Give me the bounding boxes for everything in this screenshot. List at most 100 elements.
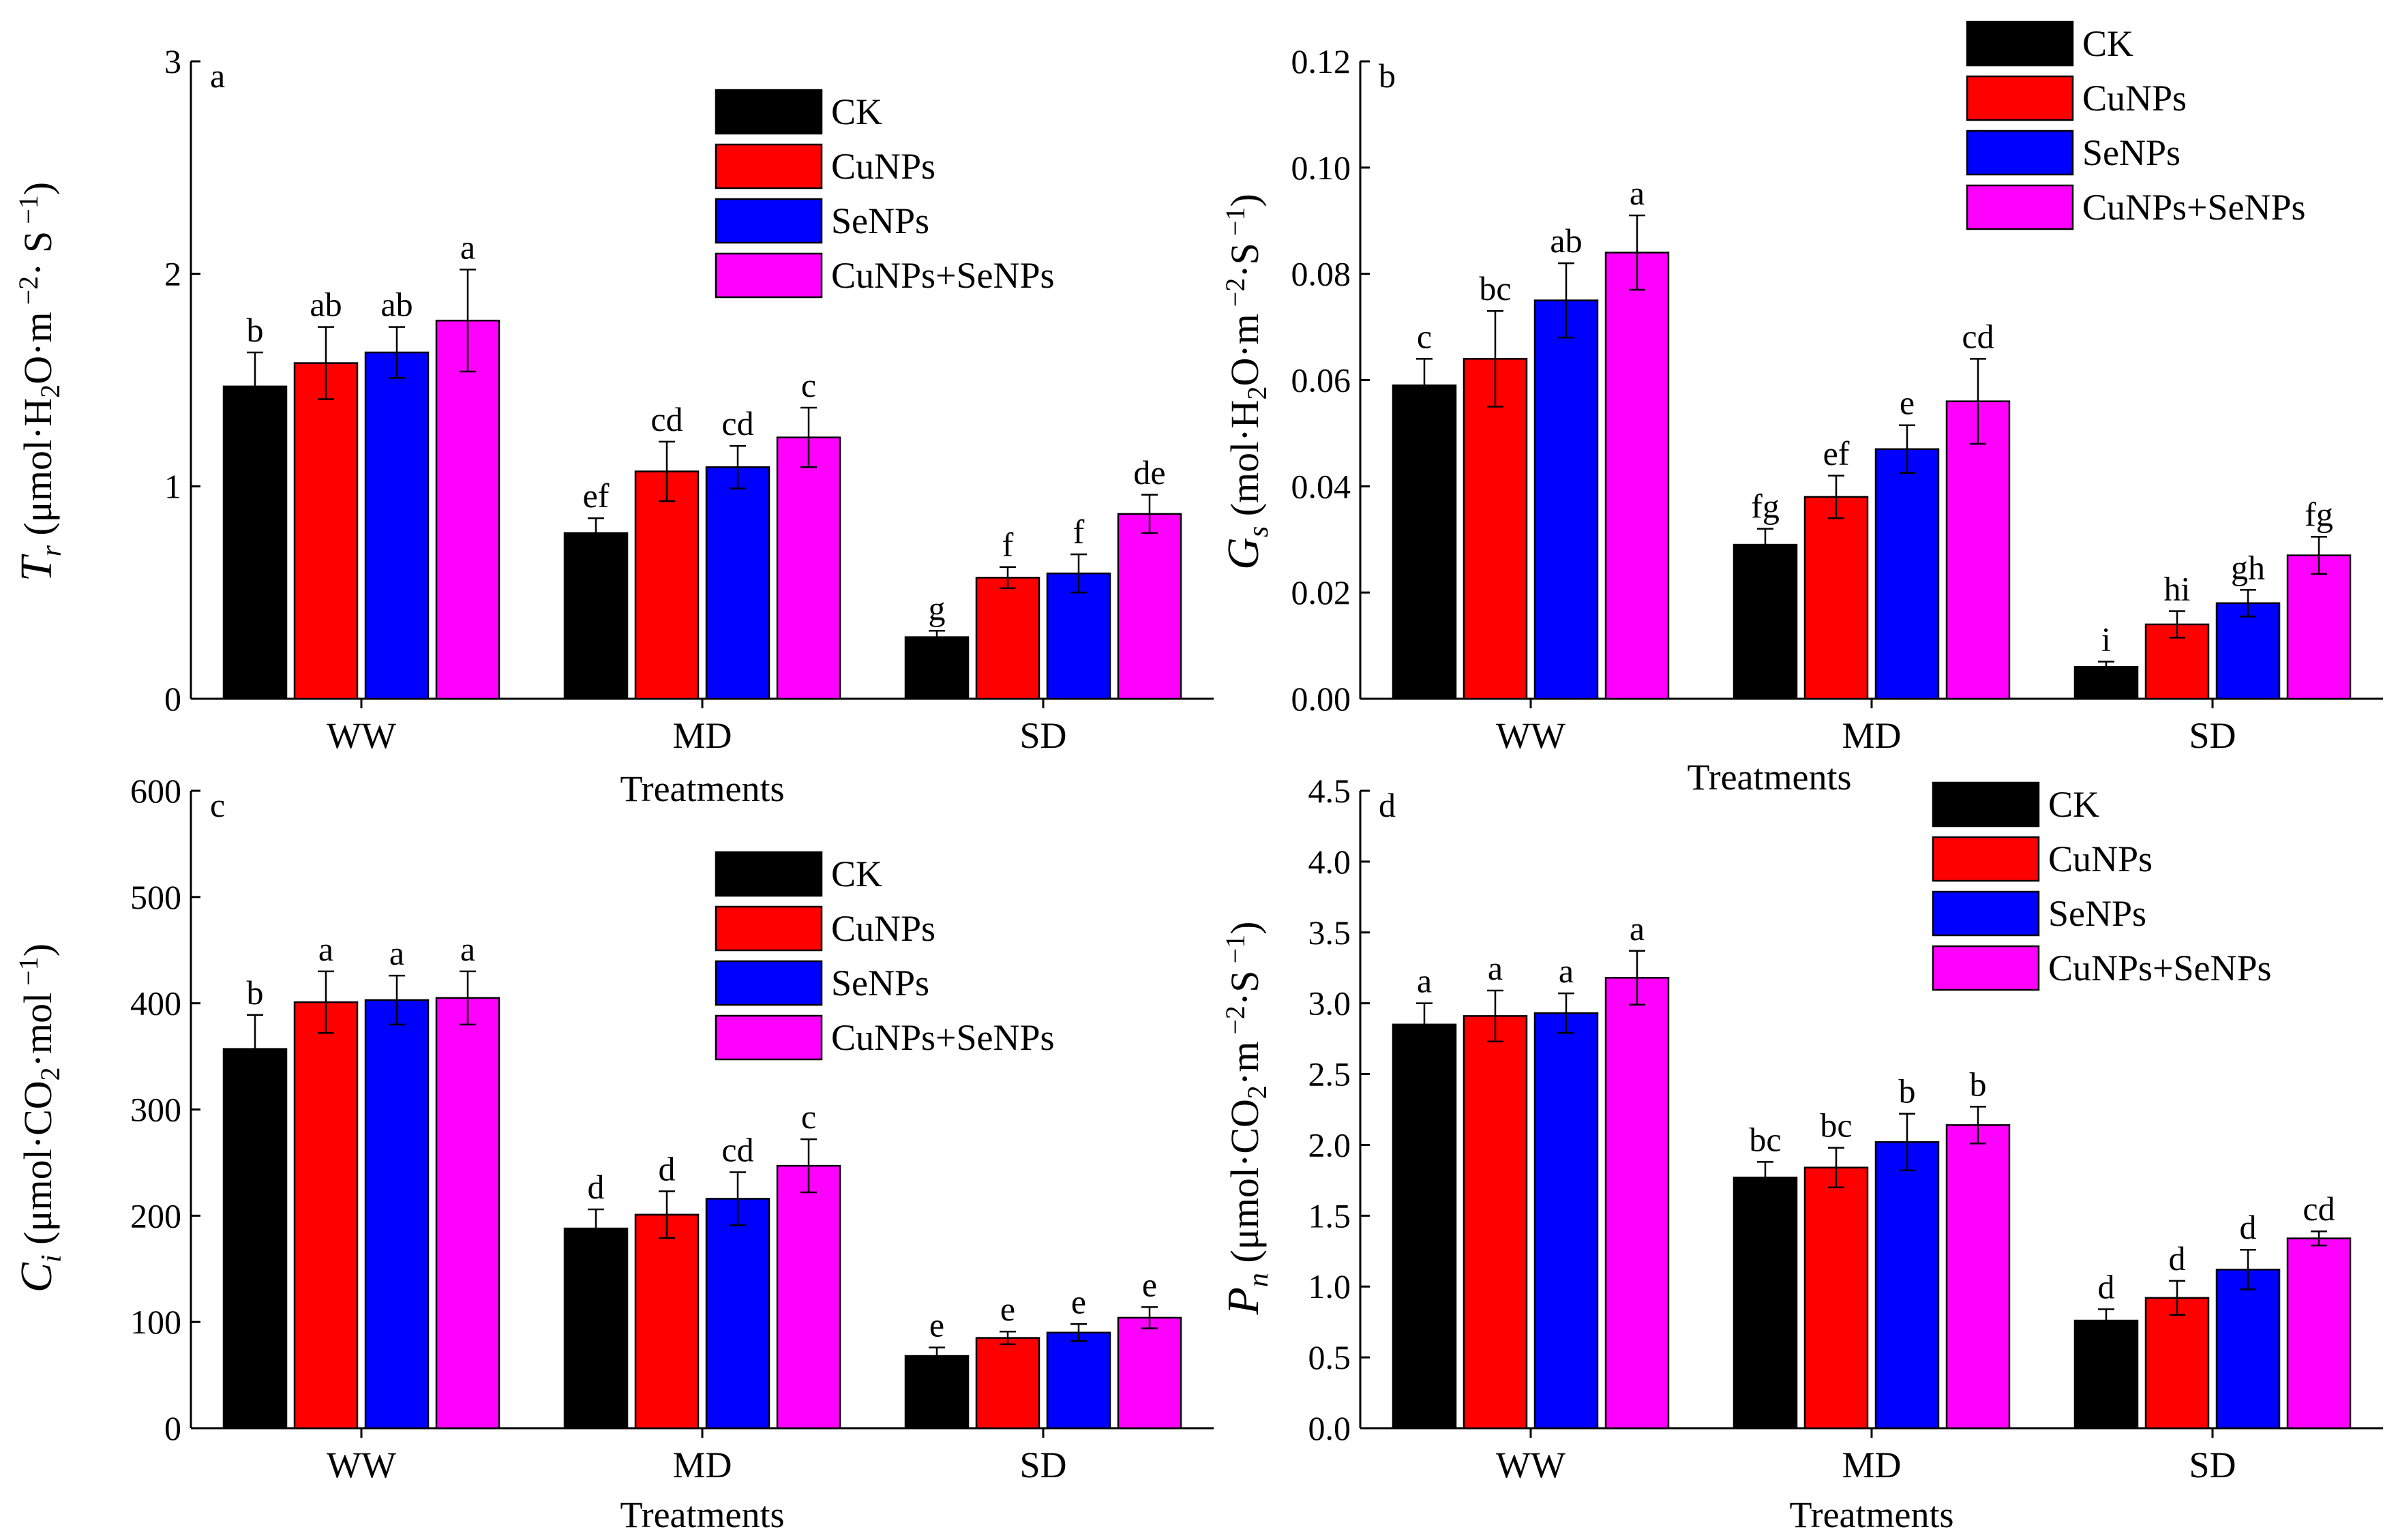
significance-letter: gh [2231,548,2265,586]
significance-letter: cd [650,400,683,438]
significance-letter: bc [1749,1120,1781,1158]
x-axis-title: Treatments [620,768,785,809]
y-tick-label: 2.0 [1308,1126,1351,1164]
significance-letter: c [801,1098,816,1136]
significance-letter: d [588,1168,605,1206]
x-axis-title: Treatments [1688,757,1852,798]
y-title-variable: P [1218,1287,1268,1315]
panel-letter: a [210,57,225,95]
bar [634,470,700,700]
y-title-unit: (μmol·CO [1223,1099,1267,1273]
significance-letter: bc [1479,269,1511,307]
y-title-superscript: −2 [1220,1006,1250,1042]
x-category-label: WW [327,715,396,756]
y-tick-label: 2.5 [1308,1055,1351,1093]
significance-letter: a [1559,952,1574,990]
legend-swatch [1966,75,2074,121]
significance-letter: a [1488,949,1503,987]
significance-letter: a [1630,174,1645,212]
y-tick-label: 0.02 [1291,573,1351,612]
y-tick-label: 600 [130,772,181,810]
x-category-label: SD [2189,715,2236,756]
legend: CK CuNPs SeNPs CuNPs+SeNPs [715,851,1055,1061]
y-axis-title: Gs (mol·H2O·m −2·S −1) [1218,194,1274,570]
y-title-superscript: −1 [1220,935,1250,971]
panel-letter: c [210,786,225,824]
bar [776,1164,841,1430]
y-title-unit: ) [16,182,60,195]
bar [904,636,970,700]
y-tick-label: 100 [130,1303,181,1341]
y-tick-label: 500 [130,878,181,916]
significance-letter: e [1071,1282,1086,1320]
y-title-unit: ) [16,943,60,956]
legend-label: CuNPs+SeNPs [2048,948,2272,988]
y-tick-label: 0.10 [1291,149,1351,187]
significance-letter: de [1133,453,1165,492]
y-title-subscript: r [36,545,68,556]
significance-letter: b [1970,1065,1987,1103]
legend: CK CuNPs SeNPs CuNPs+SeNPs [1932,781,2272,991]
x-category-label: WW [327,1445,396,1485]
legend-swatch [715,1014,823,1061]
significance-letter: cd [1962,317,1994,355]
y-tick-label: 300 [130,1091,181,1129]
legend-label: CK [831,91,882,132]
legend-label: CuNPs+SeNPs [831,255,1055,296]
panel-letter: b [1379,57,1396,95]
y-tick-label: 0 [164,680,181,718]
significance-letter: ab [1550,222,1582,260]
significance-letter: fg [1751,487,1780,526]
x-category-label: MD [1842,1445,1901,1485]
bar [2286,554,2352,700]
significance-letter: e [929,1306,944,1344]
y-title-superscript: −1 [13,956,44,993]
y-tick-label: 0.00 [1291,680,1351,718]
y-title-unit: ·m [1223,1042,1267,1085]
bar [1463,1015,1528,1430]
legend-label: SeNPs [2048,893,2146,934]
panel-a: 0 1 2 3 WW MD SD b ef g ab cd f ab cd f a c de a Treatments T… [12,42,1214,809]
y-tick-label: 4.0 [1308,843,1351,881]
y-title-subscript: s [1243,526,1274,537]
legend-label: SeNPs [831,963,929,1003]
y-title-superscript: −1 [1220,207,1250,243]
y-title-unit: ) [1223,922,1267,935]
bar [1533,299,1599,700]
bar [222,1048,288,1430]
y-title-subscript: 2 [1242,387,1272,400]
bar [1803,1166,1869,1430]
legend-label: CuNPs [2048,839,2153,879]
legend-label: CuNPs+SeNPs [2082,187,2306,228]
y-title-unit: ·S [1223,243,1267,278]
significance-letter: c [801,366,816,404]
y-tick-label: 0.12 [1291,42,1351,80]
significance-letter: ab [310,286,342,324]
y-title-unit: (μmol·CO [16,1081,60,1254]
legend-swatch [715,851,823,897]
bar [1945,1124,2011,1430]
legend-swatch [715,198,823,244]
y-tick-label: 0.0 [1308,1409,1351,1447]
y-title-unit: ·mol [16,993,60,1068]
bar [2144,1297,2210,1430]
y-title-subscript: 2 [35,1067,65,1081]
significance-letter: ef [583,477,610,515]
y-title-variable: C [12,1262,61,1293]
x-axis-title: Treatments [620,1494,785,1535]
significance-letter: f [1073,513,1085,551]
y-tick-label: 0.08 [1291,255,1351,293]
legend-swatch [1932,890,2040,937]
bar [2215,602,2281,700]
legend-swatch [1966,20,2074,67]
x-category-label: MD [672,1445,732,1485]
y-tick-label: 3.5 [1308,914,1351,952]
bar [293,362,359,700]
bar [634,1213,700,1430]
legend-label: CK [2048,784,2099,825]
y-tick-label: 0.06 [1291,361,1351,399]
bar [1874,448,1940,700]
bar [364,999,430,1430]
